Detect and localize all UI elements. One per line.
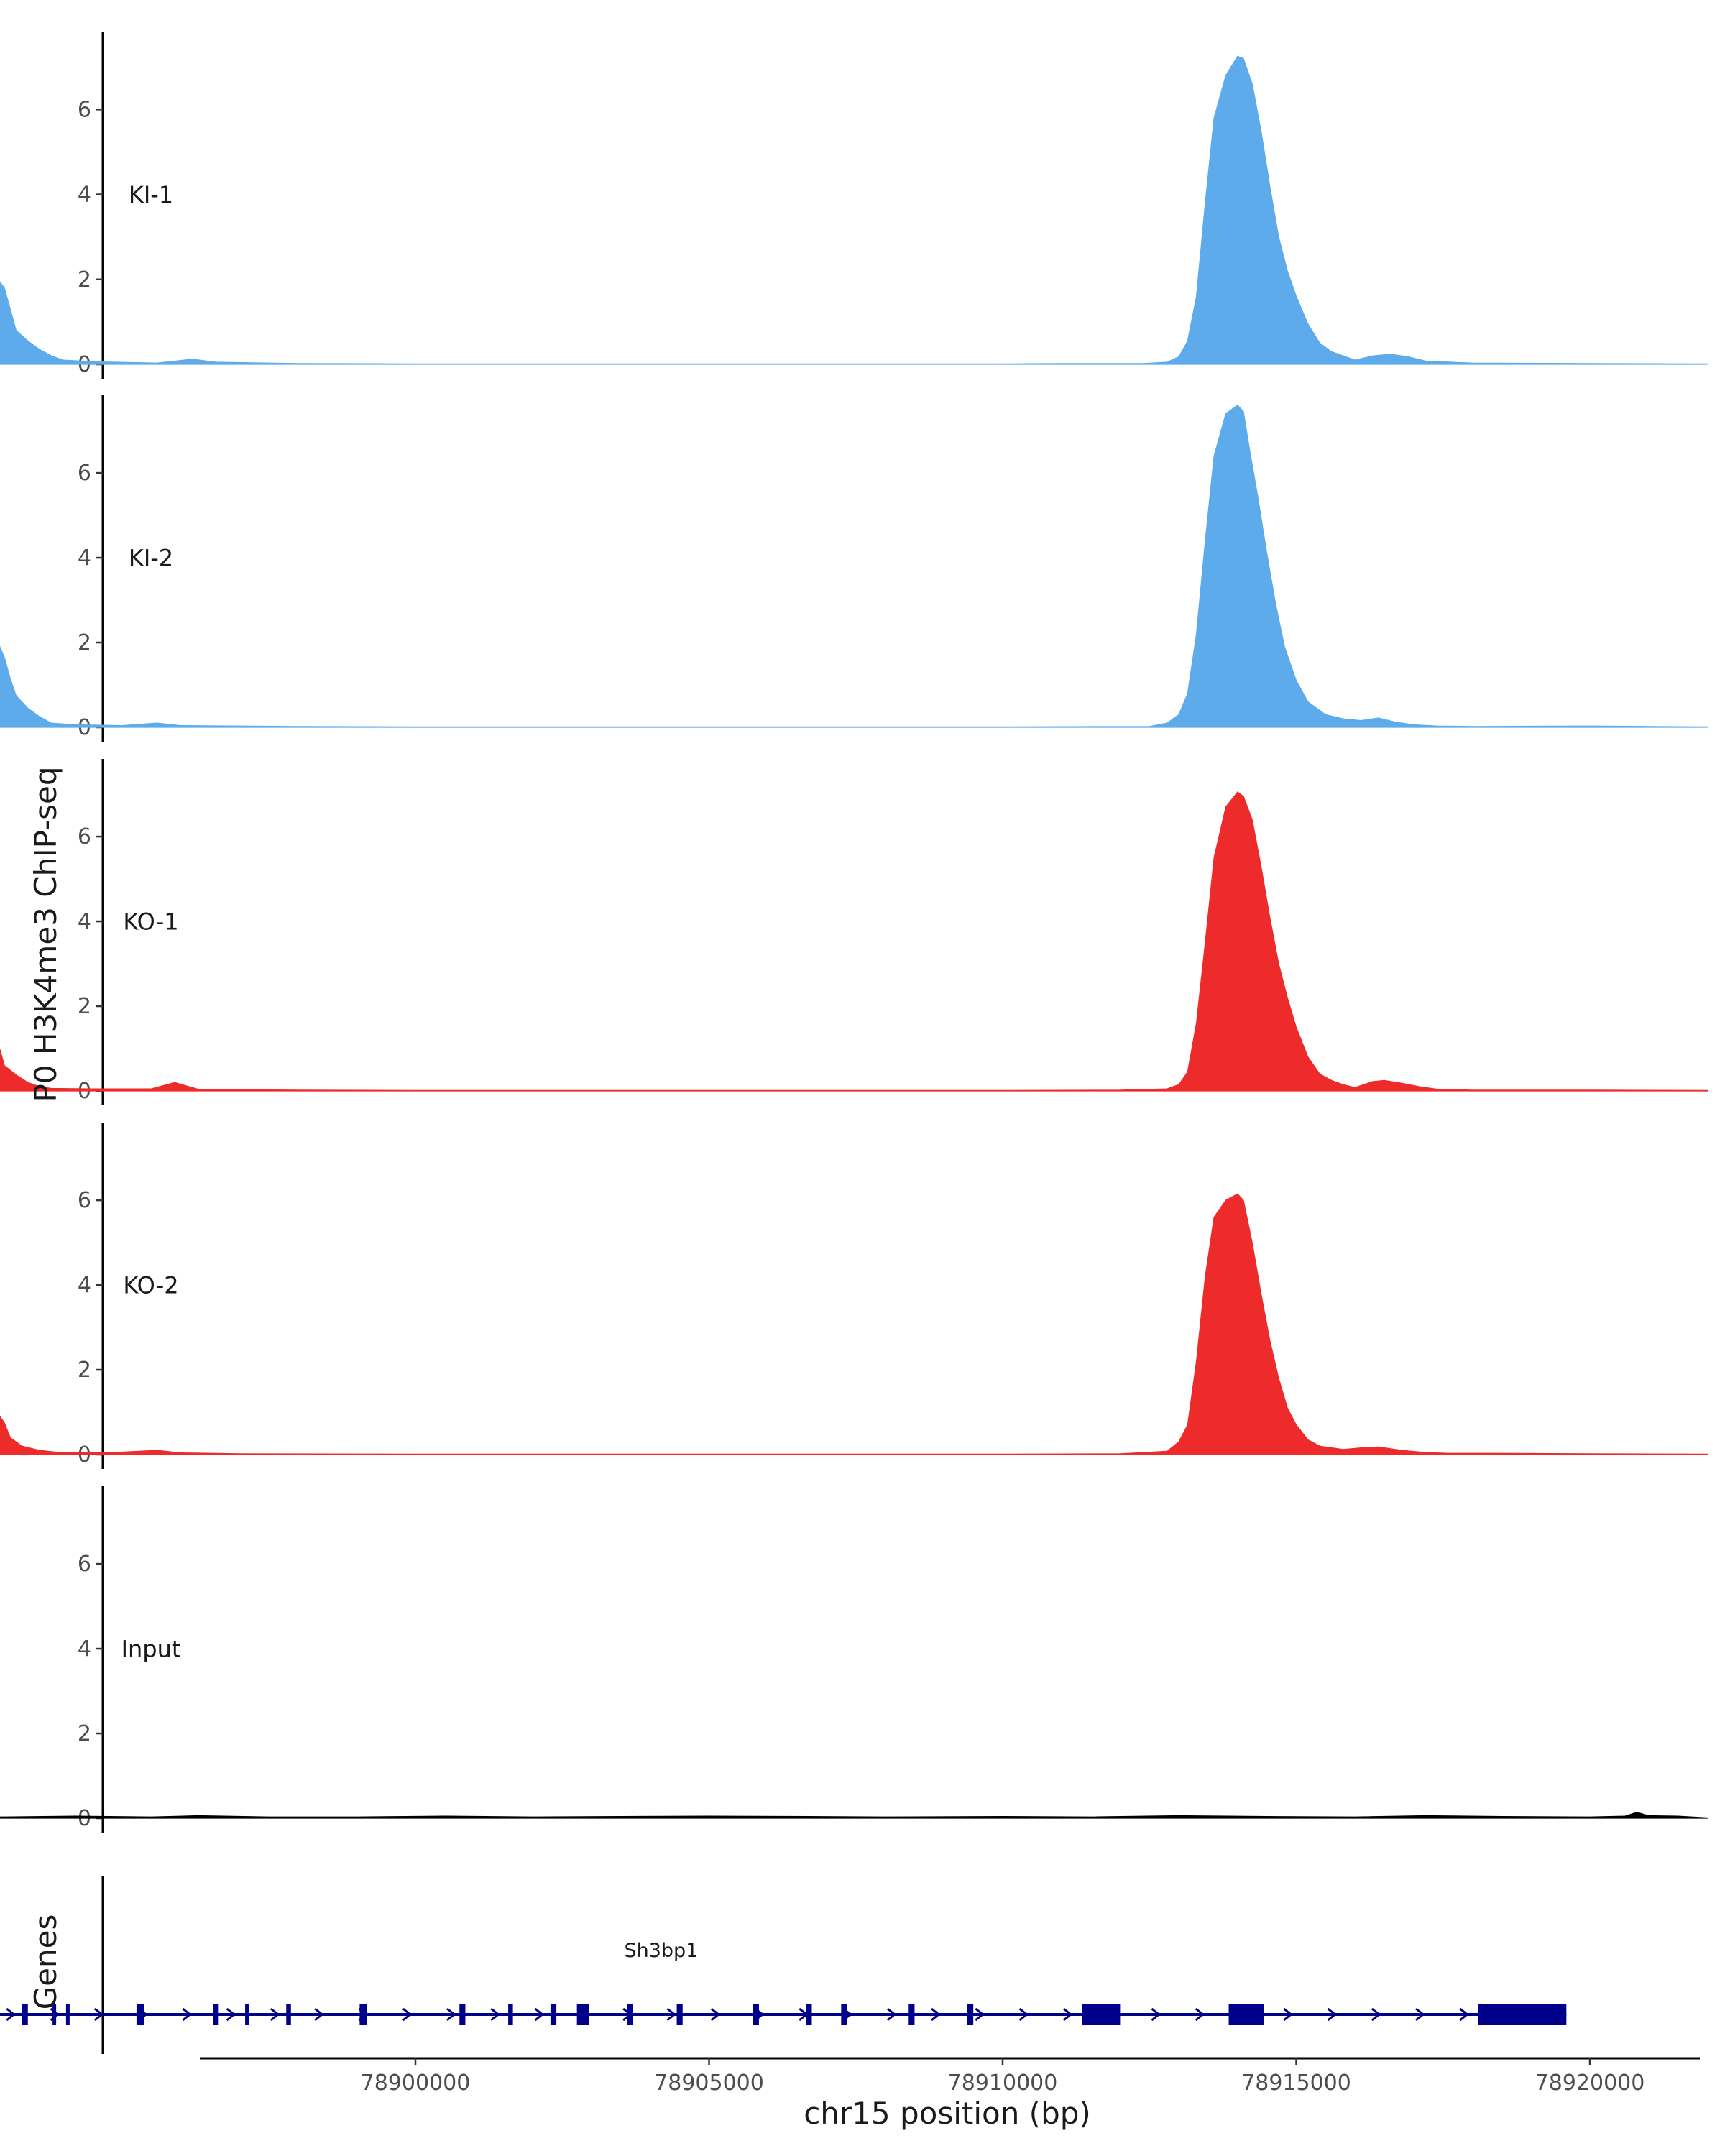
exon-25: [967, 2004, 974, 2025]
track-label-input: Input: [121, 1636, 181, 1663]
strand-arrow: [710, 2007, 721, 2022]
y-axis-title: P0 H3K4me3 ChIP-seq: [28, 766, 63, 1102]
y-tick-label-input-2: 2: [78, 1721, 91, 1746]
strand-arrow: [1327, 2007, 1337, 2022]
exon-23: [841, 2004, 847, 2025]
track-ki-1: 0246KI-1: [0, 32, 1708, 379]
x-axis: 78900000 78905000 78910000 78915000 78920000: [200, 2057, 1700, 2096]
x-tick-label-78905000: 78905000: [654, 2070, 764, 2096]
exon-9: [65, 2004, 70, 2025]
y-tick-label-ki-1-6: 6: [78, 97, 91, 122]
signal-tracks: 0246KI-10246KI-20246KO-10246KO-20246Inpu…: [0, 32, 1708, 1833]
strand-arrow: [182, 2007, 192, 2022]
exon-27: [1228, 2004, 1264, 2025]
strand-arrow: [931, 2007, 941, 2022]
y-tick-label-input-6: 6: [78, 1552, 91, 1577]
strand-arrow: [534, 2007, 544, 2022]
genes-panel-title: Genes: [28, 1915, 63, 2010]
exon-13: [286, 2004, 291, 2025]
track-ko-1: 0246KO-1: [0, 759, 1708, 1105]
exon-12: [245, 2004, 249, 2025]
y-tick-label-ko-2-6: 6: [78, 1188, 91, 1213]
signal-area-ki-2: [0, 404, 1708, 728]
strand-arrow: [6, 2007, 16, 2022]
exon-7: [22, 2004, 28, 2025]
strand-arrow: [93, 2007, 104, 2022]
strand-arrow: [1371, 2007, 1381, 2022]
strand-arrow: [490, 2007, 500, 2022]
y-tick-label-input-4: 4: [78, 1636, 91, 1662]
strand-arrow: [1459, 2007, 1469, 2022]
strand-arrow: [1283, 2007, 1293, 2022]
exon-26: [1082, 2004, 1121, 2025]
y-tick-label-ko-1-2: 2: [78, 994, 91, 1019]
track-input: 0246Input: [0, 1486, 1708, 1833]
exon-16: [508, 2004, 513, 2025]
y-tick-label-ki-1-2: 2: [78, 267, 91, 292]
y-tick-label-ki-1-4: 4: [78, 183, 91, 208]
exon-21: [753, 2004, 759, 2025]
strand-arrow: [446, 2007, 456, 2022]
exon-17: [550, 2004, 557, 2025]
x-tick-label-78915000: 78915000: [1241, 2070, 1351, 2096]
strand-arrow: [1151, 2007, 1161, 2022]
y-tick-label-ko-1-6: 6: [78, 824, 91, 849]
strand-arrow: [1062, 2007, 1073, 2022]
track-label-ko-2: KO-2: [123, 1272, 178, 1299]
strand-arrow: [1018, 2007, 1029, 2022]
exon-8: [52, 2004, 57, 2025]
track-ko-2: 0246KO-2: [0, 1123, 1708, 1469]
exon-20: [676, 2004, 683, 2025]
genes-panel: Sh3bp1: [0, 1876, 1567, 2054]
y-tick-label-ki-2-6: 6: [78, 461, 91, 486]
track-ki-2: 0246KI-2: [0, 395, 1708, 742]
exon-10: [136, 2004, 144, 2025]
x-tick-label-78920000: 78920000: [1535, 2070, 1645, 2096]
gene-label-sh3bp1: Sh3bp1: [624, 1940, 698, 1962]
strand-arrow: [1415, 2007, 1425, 2022]
exon-15: [459, 2004, 466, 2025]
strand-arrow: [402, 2007, 413, 2022]
exon-18: [576, 2004, 589, 2025]
exon-28: [1478, 2004, 1567, 2025]
signal-area-ki-1: [0, 55, 1708, 365]
strand-arrow: [1195, 2007, 1205, 2022]
y-tick-label-ko-1-4: 4: [78, 909, 91, 934]
signal-area-ko-1: [0, 791, 1708, 1092]
track-label-ki-2: KI-2: [129, 545, 173, 572]
strand-arrow: [975, 2007, 985, 2022]
y-tick-label-ki-2-4: 4: [78, 545, 91, 571]
strand-arrow: [270, 2007, 280, 2022]
exon-14: [359, 2004, 368, 2025]
strand-arrow: [666, 2007, 676, 2022]
strand-arrow: [226, 2007, 236, 2022]
x-tick-label-78910000: 78910000: [948, 2070, 1058, 2096]
exon-11: [213, 2004, 219, 2025]
x-tick-label-78900000: 78900000: [361, 2070, 471, 2096]
exon-22: [806, 2004, 812, 2025]
gene-sh3bp1: Sh3bp1: [0, 1940, 1567, 2025]
signal-area-ko-2: [0, 1193, 1708, 1455]
exon-19: [627, 2004, 633, 2025]
x-axis-title: chr15 position (bp): [804, 2096, 1091, 2131]
y-tick-label-ko-2-2: 2: [78, 1358, 91, 1383]
track-label-ko-1: KO-1: [123, 908, 178, 936]
signal-area-input: [0, 1812, 1708, 1819]
exon-24: [908, 2004, 915, 2025]
y-tick-label-ki-2-2: 2: [78, 630, 91, 655]
strand-arrow: [886, 2007, 897, 2022]
track-label-ki-1: KI-1: [129, 181, 173, 208]
y-tick-label-ko-2-4: 4: [78, 1273, 91, 1298]
strand-arrow: [314, 2007, 324, 2022]
